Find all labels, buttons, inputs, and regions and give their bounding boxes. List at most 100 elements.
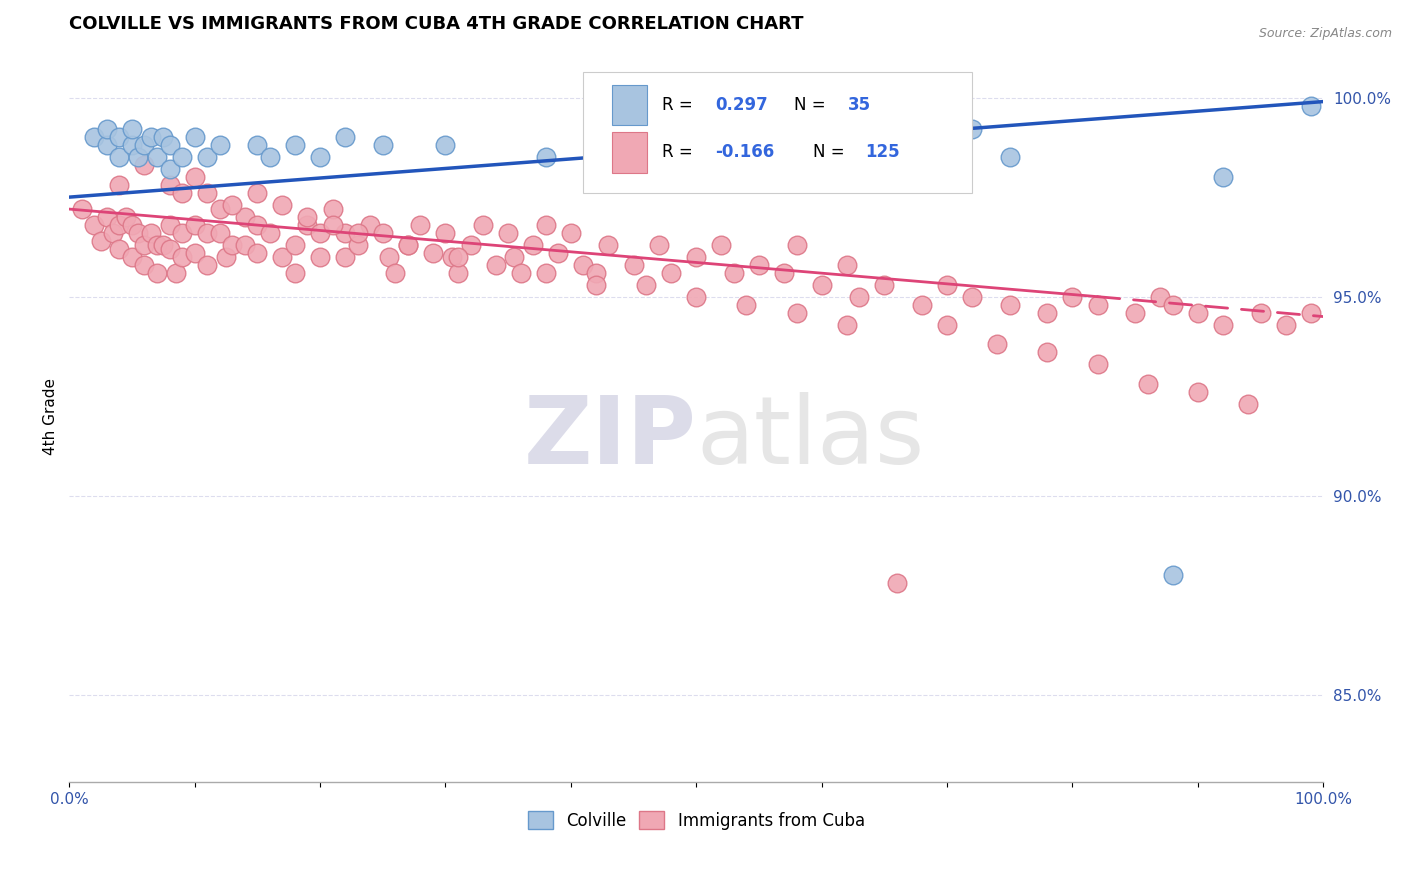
Text: Source: ZipAtlas.com: Source: ZipAtlas.com [1258,27,1392,40]
Point [1136,377,1159,392]
Point [434,226,457,240]
Point [534,218,557,232]
Point [284,266,307,280]
Point [172,226,194,240]
Point [333,250,356,264]
Point [484,258,506,272]
Point [127,226,149,240]
Point [172,250,194,264]
Point [496,226,519,240]
Point [139,226,162,240]
Point [246,138,269,153]
Point [152,130,174,145]
Point [547,245,569,260]
Point [121,122,143,136]
Point [208,202,231,216]
Point [873,150,896,164]
FancyBboxPatch shape [612,132,647,172]
Point [396,238,419,252]
Point [503,250,526,264]
Point [284,238,307,252]
Point [195,258,218,272]
Point [1274,318,1296,332]
Legend: Colville, Immigrants from Cuba: Colville, Immigrants from Cuba [520,805,872,837]
Point [773,266,796,280]
Point [246,245,269,260]
Text: 35: 35 [848,95,872,114]
Point [735,298,758,312]
Point [134,258,156,272]
Text: R =: R = [662,95,699,114]
Point [936,130,959,145]
Point [346,226,368,240]
Point [346,238,368,252]
Point [1299,98,1322,112]
Point [297,210,319,224]
Point [221,198,243,212]
Point [322,218,344,232]
Point [786,305,808,319]
Point [1036,345,1059,359]
Point [134,158,156,172]
Point [936,277,959,292]
Point [748,258,770,272]
Point [309,226,332,240]
Point [309,150,332,164]
Point [333,130,356,145]
Point [146,238,169,252]
Point [572,258,595,272]
Point [221,238,243,252]
Point [396,238,419,252]
Point [810,277,832,292]
Point [522,238,544,252]
Point [159,138,181,153]
Y-axis label: 4th Grade: 4th Grade [44,377,58,455]
Point [152,238,174,252]
Point [233,238,256,252]
Point [165,266,187,280]
Point [534,150,557,164]
Text: -0.166: -0.166 [716,144,775,161]
Point [297,218,319,232]
Point [259,226,281,240]
Point [636,277,658,292]
Point [1087,298,1109,312]
Point [1250,305,1272,319]
Text: 0.297: 0.297 [716,95,768,114]
Text: 125: 125 [866,144,900,161]
Point [835,318,858,332]
Point [685,290,707,304]
Point [986,337,1008,351]
Point [108,150,131,164]
Point [172,186,194,201]
Point [195,186,218,201]
Text: R =: R = [662,144,699,161]
Point [70,202,93,216]
Point [585,277,607,292]
Point [121,138,143,153]
Point [371,226,394,240]
Text: N =: N = [794,95,831,114]
Point [183,218,205,232]
Point [1087,357,1109,371]
Point [233,210,256,224]
Point [848,290,870,304]
Point [960,290,983,304]
Point [183,245,205,260]
Point [409,218,432,232]
Point [183,130,205,145]
Point [90,234,112,248]
Point [333,226,356,240]
Point [509,266,531,280]
Point [246,218,269,232]
Point [1036,305,1059,319]
Point [472,218,495,232]
Point [195,226,218,240]
Point [284,138,307,153]
Point [127,150,149,164]
Point [422,245,444,260]
Point [835,258,858,272]
Text: COLVILLE VS IMMIGRANTS FROM CUBA 4TH GRADE CORRELATION CHART: COLVILLE VS IMMIGRANTS FROM CUBA 4TH GRA… [69,15,804,33]
Point [271,198,294,212]
Point [447,250,470,264]
